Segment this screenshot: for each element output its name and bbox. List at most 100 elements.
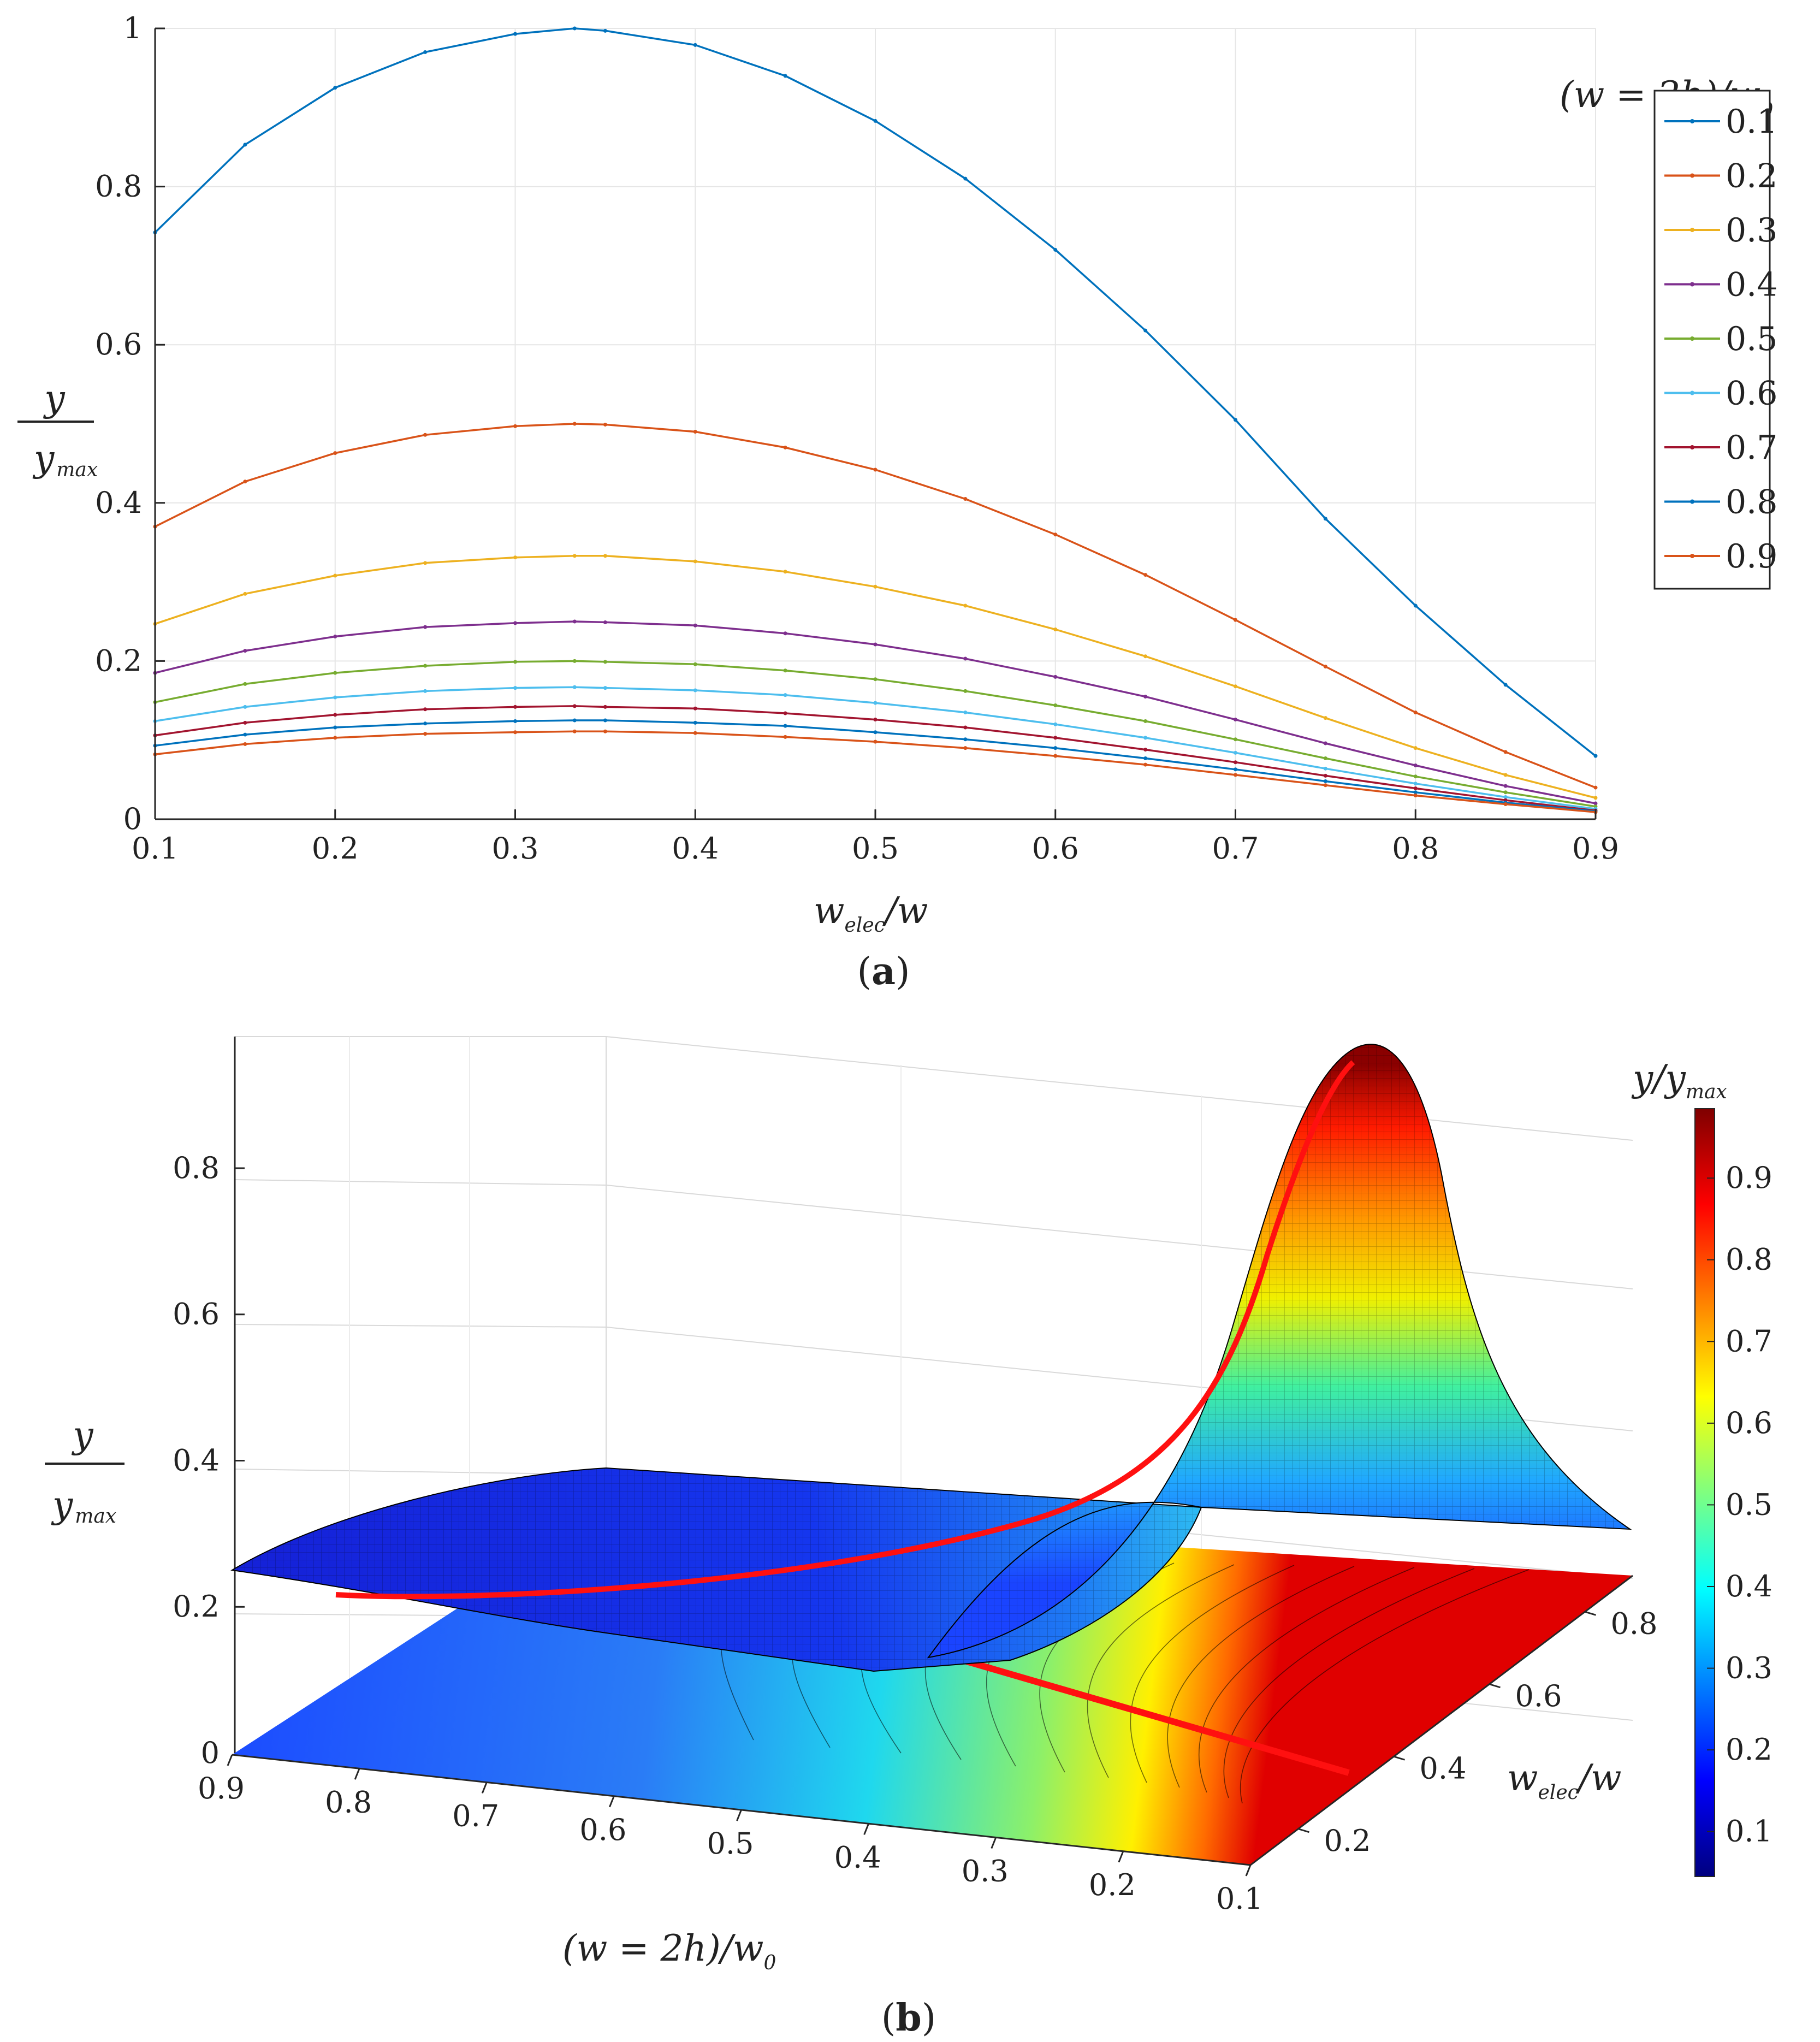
series-point-0.2 — [572, 422, 577, 426]
series-point-0.7 — [693, 706, 697, 711]
series-point-0.5 — [603, 660, 607, 664]
series-point-0.6 — [572, 685, 577, 689]
series-point-0.8 — [243, 732, 247, 737]
b-x-tick — [354, 1768, 360, 1780]
series-line-0.2 — [155, 423, 1596, 789]
b-x-tick — [1118, 1851, 1124, 1863]
panel-b-x-tick-labels: 0.9 0.8 0.7 0.6 0.5 0.4 0.3 0.2 0.1 — [198, 1754, 1263, 1916]
series-point-0.4 — [693, 623, 697, 628]
series-point-0.1 — [513, 32, 517, 36]
series-point-0.5 — [1503, 790, 1508, 795]
legend-marker-0.9 — [1690, 554, 1694, 558]
series-line-0.4 — [155, 620, 1596, 804]
b-x-tick — [736, 1809, 742, 1821]
b-z-tick-label: 0 — [201, 1736, 220, 1770]
svg-text:y: y — [71, 1414, 93, 1456]
series-point-0.4 — [963, 656, 968, 661]
series-point-0.4 — [783, 631, 787, 636]
panel-a-legend: (w = 2h)/w0 0.10.20.30.40.50.60.70.80.9 — [1560, 74, 1777, 590]
series-point-0.4 — [1413, 763, 1418, 768]
legend-label-0.3: 0.3 — [1726, 211, 1777, 250]
series-point-0.2 — [513, 424, 517, 428]
series-point-0.7 — [243, 720, 247, 725]
b-x-tick — [991, 1837, 997, 1849]
series-point-0.3 — [1053, 627, 1058, 631]
series-point-0.8 — [572, 718, 577, 723]
series-point-0.7 — [513, 705, 517, 709]
b-y-tick — [1489, 1683, 1501, 1689]
colorbar-tick-label: 0.6 — [1726, 1406, 1772, 1440]
legend-marker-0.7 — [1690, 445, 1694, 449]
series-point-0.1 — [963, 176, 968, 181]
series-point-0.3 — [693, 559, 697, 564]
series-point-0.9 — [1234, 773, 1237, 777]
series-point-0.4 — [1234, 718, 1237, 722]
series-point-0.3 — [423, 561, 428, 565]
series-point-0.3 — [1503, 773, 1508, 777]
series-point-0.4 — [1503, 784, 1508, 788]
panel-b-y-tick-labels: 0.2 0.4 0.6 0.8 — [1298, 1606, 1657, 1858]
series-point-0.7 — [873, 718, 878, 722]
series-point-0.4 — [1053, 674, 1058, 679]
series-point-0.3 — [513, 555, 517, 560]
b-x-tick — [227, 1754, 233, 1766]
series-point-0.9 — [243, 742, 247, 746]
series-point-0.6 — [603, 686, 607, 690]
series-point-0.8 — [1234, 767, 1237, 772]
panel-b-z-tick-labels: 0 0.2 0.4 0.6 0.8 — [173, 1151, 245, 1770]
series-point-0.3 — [1593, 796, 1598, 800]
series-point-0.8 — [333, 725, 337, 730]
series-point-0.5 — [1413, 774, 1418, 779]
colorbar: y/ymax 0.1 0.2 0.3 0.4 0.5 0.6 0.7 0.8 0.9 — [1631, 1057, 1772, 1877]
a-y-tick-label: 0 — [123, 802, 142, 836]
series-point-0.2 — [603, 422, 607, 427]
series-point-0.7 — [963, 725, 968, 730]
legend-label-0.9: 0.9 — [1726, 537, 1777, 576]
series-point-0.7 — [1143, 748, 1148, 752]
series-point-0.2 — [1053, 532, 1058, 537]
series-point-0.9 — [1143, 762, 1148, 767]
panel-b: 0 0.2 0.4 0.6 0.8 0.9 0.8 0.7 0.6 0.5 0.4 0.3 0.2 — [45, 1036, 1772, 2040]
series-point-0.3 — [1143, 654, 1148, 659]
b-y-tick — [1298, 1828, 1309, 1833]
series-point-0.1 — [1234, 418, 1237, 422]
colorbar-tick-label: 0.1 — [1726, 1814, 1772, 1849]
series-point-0.9 — [963, 746, 968, 750]
series-point-0.6 — [783, 693, 787, 697]
series-point-0.9 — [603, 729, 607, 733]
series-point-0.6 — [423, 689, 428, 693]
series-point-0.1 — [783, 74, 787, 78]
b-z-tick-label: 0.2 — [173, 1589, 220, 1624]
series-point-0.1 — [333, 86, 337, 90]
legend-label-0.8: 0.8 — [1726, 483, 1777, 522]
series-point-0.7 — [572, 704, 577, 708]
series-point-0.1 — [1143, 328, 1148, 333]
series-point-0.8 — [513, 719, 517, 723]
series-point-0.2 — [333, 451, 337, 455]
series-line-0.6 — [155, 686, 1596, 810]
series-point-0.3 — [603, 554, 607, 558]
series-point-0.4 — [243, 649, 247, 653]
series-point-0.4 — [1143, 695, 1148, 699]
a-y-tick-label: 0.2 — [95, 643, 142, 678]
panel-b-y-axis-label: welec/w — [1507, 1757, 1622, 1804]
a-x-tick-label: 0.6 — [1032, 831, 1079, 866]
series-point-0.8 — [423, 721, 428, 726]
series-point-0.3 — [1323, 716, 1327, 720]
b-x-tick-label: 0.4 — [834, 1840, 881, 1874]
series-point-0.4 — [333, 635, 337, 639]
series-point-0.3 — [963, 603, 968, 608]
series-point-0.9 — [333, 736, 337, 740]
b-z-tick-label: 0.8 — [173, 1151, 220, 1185]
b-y-tick — [1394, 1755, 1405, 1761]
series-point-0.5 — [1323, 756, 1327, 761]
series-point-0.4 — [572, 619, 577, 624]
series-line-0.3 — [155, 555, 1596, 799]
b-y-tick — [1585, 1611, 1596, 1616]
colorbar-tick-label: 0.7 — [1726, 1324, 1772, 1358]
panel-b-x-axis-label: (w = 2h)/w0 — [562, 1927, 776, 1974]
surface-optimum-line — [335, 1060, 1355, 1600]
series-point-0.2 — [783, 445, 787, 449]
legend-label-0.2: 0.2 — [1726, 157, 1777, 196]
b-x-tick-label: 0.7 — [452, 1799, 499, 1833]
